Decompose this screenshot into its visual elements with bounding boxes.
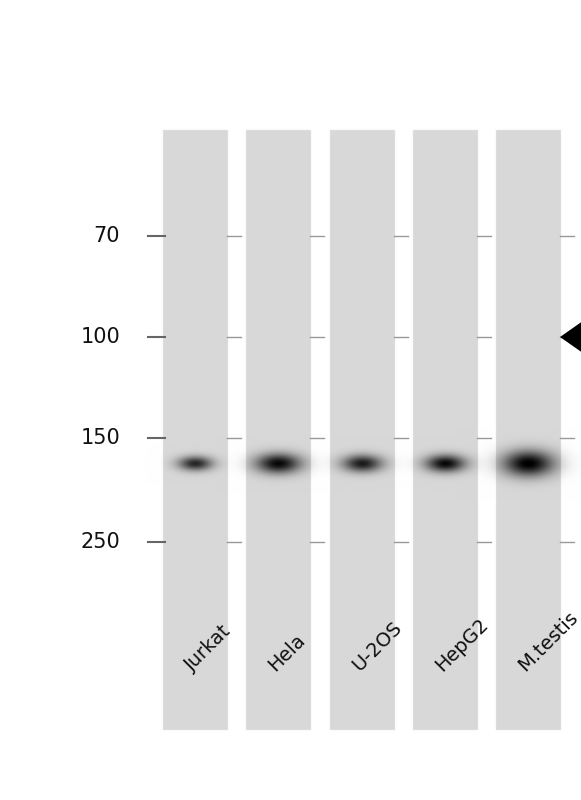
Text: 100: 100 bbox=[80, 327, 120, 347]
Text: 250: 250 bbox=[80, 532, 120, 552]
Text: 150: 150 bbox=[80, 428, 120, 448]
Polygon shape bbox=[560, 318, 581, 357]
Text: Jurkat: Jurkat bbox=[182, 622, 235, 675]
Text: Hela: Hela bbox=[264, 630, 309, 675]
Text: M.testis: M.testis bbox=[515, 608, 581, 675]
Text: HepG2: HepG2 bbox=[432, 614, 492, 675]
Text: 70: 70 bbox=[94, 226, 120, 246]
Text: U-2OS: U-2OS bbox=[349, 618, 406, 675]
